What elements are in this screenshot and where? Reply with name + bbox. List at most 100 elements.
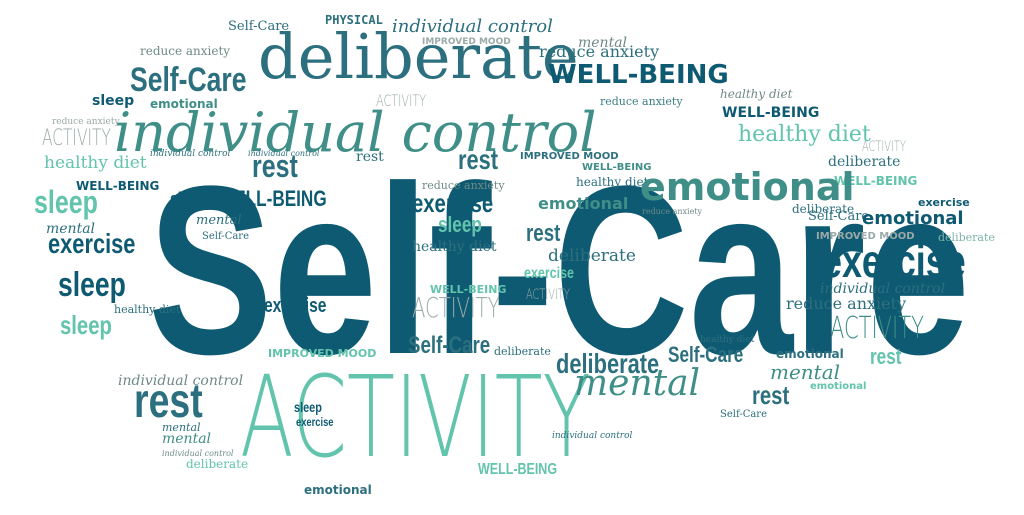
word-sleep: sleep [58, 266, 126, 304]
word-reduce-anxiety: reduce anxiety [786, 294, 907, 313]
word-physical: PHYSICAL [91, 261, 159, 275]
word-sleep: sleep [438, 212, 482, 237]
word-emotional: emotional [810, 381, 867, 392]
word-sleep: sleep [60, 310, 112, 340]
word-sleep: sleep [170, 189, 206, 209]
word-physical: PHYSICAL [481, 90, 565, 108]
word-healthy-diet: healthy diet [720, 87, 793, 101]
word-sleep: sleep [92, 93, 135, 109]
word-well-being: WELL-BEING [430, 283, 507, 296]
word-self-care: Self-Care [808, 209, 870, 224]
word-self-care: Self-Care [720, 409, 768, 420]
word-mental: mental [162, 431, 212, 447]
word-sleep: sleep [34, 184, 98, 220]
word-self-care: Self-Care [202, 231, 250, 242]
word-well-being: WELL-BEING [834, 174, 918, 188]
word-well-being: WELL-BEING [548, 60, 729, 90]
word-deliberate: deliberate [556, 348, 660, 379]
word-healthy-diet: healthy diet [412, 239, 497, 255]
word-reduce-anxiety: reduce anxiety [600, 95, 683, 108]
word-emotional: emotional [150, 97, 218, 111]
word-rest: rest [252, 148, 298, 184]
word-individual-control-large: individual control [114, 101, 597, 164]
word-activity: ACTIVITY [830, 311, 924, 346]
word-healthy-diet: healthy diet [700, 335, 755, 345]
word-individual-control: individual control [118, 373, 244, 389]
word-mental: mental [770, 360, 841, 384]
word-healthy-diet: healthy diet [44, 153, 147, 173]
word-healthy-diet: healthy diet [738, 122, 871, 147]
word-self-care: Self-Care [668, 342, 744, 367]
word-activity-large: ACTIVITY [240, 353, 591, 483]
word-physical: PHYSICAL [636, 151, 748, 175]
word-rest: rest [752, 380, 790, 410]
word-improved-mood: IMPROVED MOOD [268, 347, 377, 360]
word-physical: PHYSICAL [67, 348, 201, 376]
word-well-being: WELL-BEING [722, 105, 820, 121]
word-mental-large: mental [574, 363, 701, 404]
word-emotional: emotional [538, 194, 629, 213]
word-self-care-main: Self-Care [148, 136, 970, 404]
word-exercise-large: exercise [822, 235, 966, 287]
word-individual-control: individual control [162, 449, 234, 458]
word-individual-control: individual control [552, 431, 633, 441]
word-well-being: WELL-BEING [478, 461, 558, 478]
word-activity: ACTIVITY [862, 139, 906, 155]
word-emotional: emotional [776, 347, 844, 361]
word-reduce-anxiety: reduce anxiety [52, 117, 120, 127]
word-improved-mood: IMPROVED MOOD [520, 151, 619, 162]
word-activity: ACTIVITY [42, 126, 111, 151]
word-deliberate: deliberate [548, 246, 636, 266]
word-individual-control: individual control [820, 281, 946, 297]
word-exercise: exercise [264, 295, 327, 317]
word-rest: rest [526, 220, 561, 247]
word-mental: mental [578, 35, 628, 51]
word-individual-control: individual control [392, 16, 553, 37]
word-individual-control: individual control [248, 149, 320, 158]
word-sleep: sleep [294, 399, 322, 415]
word-mental: mental [196, 213, 242, 228]
word-individual-control: individual control [150, 149, 231, 159]
word-deliberate: deliberate [792, 202, 855, 216]
word-exercise: exercise [412, 188, 494, 218]
word-reduce-anxiety: reduce anxiety [539, 42, 660, 61]
word-self-care: Self-Care [228, 19, 290, 34]
word-reduce-anxiety: reduce anxiety [140, 44, 231, 58]
word-physical: PHYSICAL [262, 91, 330, 105]
word-reduce-anxiety: reduce anxiety [642, 207, 703, 216]
word-improved-mood: IMPROVED MOOD [422, 37, 511, 47]
word-exercise: exercise [918, 196, 970, 209]
word-exercise: exercise [524, 265, 574, 282]
word-rest: rest [870, 344, 902, 369]
word-well-being: WELL-BEING [76, 179, 160, 193]
word-healthy-diet: healthy diet [576, 175, 649, 189]
word-improved-mood: IMPROVED MOOD [261, 460, 460, 484]
word-deliberate: deliberate [828, 154, 901, 170]
word-well-being: WELL-BEING [218, 186, 327, 211]
word-activity: ACTIVITY [526, 287, 570, 303]
word-improved-mood: IMPROVED MOOD [547, 410, 716, 430]
word-deliberate: deliberate [186, 457, 249, 471]
word-self-care: Self-Care [408, 332, 491, 359]
word-healthy-diet: healthy diet [114, 303, 181, 316]
word-mental: mental [46, 221, 96, 237]
word-activity: ACTIVITY [376, 91, 427, 110]
word-deliberate: deliberate [494, 345, 551, 358]
word-rest: rest [458, 144, 499, 175]
word-reduce-anxiety: reduce anxiety [422, 179, 505, 192]
word-exercise: exercise [48, 228, 136, 259]
word-emotional-large: emotional [640, 165, 855, 209]
word-deliberate-large: deliberate [258, 20, 579, 93]
word-activity: ACTIVITY [412, 291, 500, 324]
word-exercise: exercise [296, 415, 334, 429]
word-self-care: Self-Care [130, 61, 247, 99]
word-rest-large: rest [134, 375, 203, 428]
word-emotional: emotional [862, 208, 964, 229]
word-mental: mental [162, 421, 201, 434]
word-emotional: emotional [304, 483, 372, 497]
word-well-being: WELL-BEING [582, 162, 652, 173]
word-physical: PHYSICAL [325, 13, 383, 27]
word-physical: PHYSICAL [727, 206, 778, 216]
word-improved-mood: IMPROVED MOOD [816, 231, 915, 242]
